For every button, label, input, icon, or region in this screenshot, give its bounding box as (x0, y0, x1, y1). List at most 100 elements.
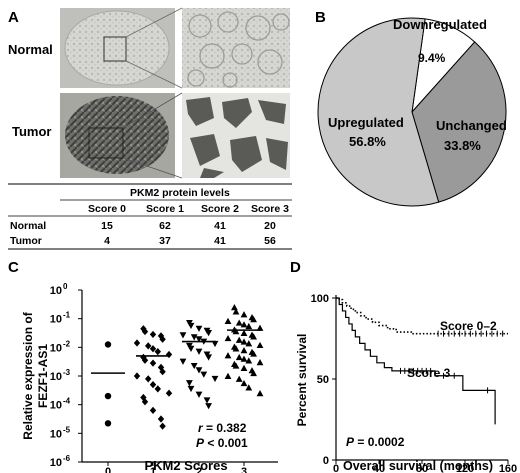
y-tick-exponent: 0 (63, 282, 68, 291)
data-point (195, 391, 203, 398)
y-tick-label: 50 (317, 374, 329, 386)
km-curve-score02 (336, 297, 508, 335)
tumor-zoom-connector-bottom (122, 157, 183, 179)
pie-value-upregulated: 56.8% (349, 134, 386, 149)
km-x-axis-title: Overall survival (months) (343, 459, 493, 473)
data-point (231, 304, 238, 311)
x-tick-label: 1 (150, 466, 156, 473)
data-point (232, 362, 240, 369)
tumor-tissue-fragments (186, 97, 288, 178)
data-point (240, 347, 248, 354)
data-point (104, 341, 112, 348)
km-curve-score3 (336, 297, 496, 425)
pie-chart (317, 17, 507, 207)
y-tick-exponent: -5 (63, 425, 71, 434)
x-tick-label: 80 (416, 463, 428, 473)
data-point (165, 389, 173, 397)
data-point (245, 357, 253, 364)
pie-label-downregulated: Downregulated (393, 17, 487, 32)
y-tick-exponent: -1 (63, 311, 71, 320)
y-tick-label: 10 (50, 457, 62, 469)
x-tick-label: 120 (456, 463, 474, 473)
data-point (141, 398, 149, 406)
y-tick-label: 10 (50, 400, 62, 412)
scatter-y-axis-title: Relative expression of FEZF1-AS1 (21, 311, 50, 439)
data-point (240, 329, 248, 336)
normal-zoom-connector-bottom (125, 60, 183, 89)
normal-zoom-connector-top (125, 7, 183, 38)
data-point (195, 336, 203, 343)
table-row-normal-label: Normal (10, 220, 46, 232)
table-caption: PKM2 protein levels (130, 187, 230, 199)
y-tick-label: 0 (323, 455, 329, 467)
data-point (240, 364, 248, 371)
panel-label-a: A (8, 9, 19, 26)
data-point (165, 350, 173, 359)
table-cell: 37 (159, 235, 171, 247)
panel-label-c: C (8, 259, 19, 276)
data-point (104, 392, 112, 400)
data-point (211, 375, 219, 383)
normal-tissue-core (64, 10, 170, 86)
data-point (159, 368, 166, 376)
panel-a: Normal Tumor (8, 7, 292, 250)
tumor-zoom-box (88, 127, 124, 159)
y-tick-exponent: -2 (63, 339, 71, 348)
table-cell: 20 (264, 220, 276, 232)
data-point (250, 316, 257, 323)
data-point (179, 332, 187, 339)
data-point (149, 381, 157, 389)
data-point (245, 384, 253, 391)
data-point (145, 375, 152, 383)
scatter-annotation-p: P < 0.001 (196, 436, 248, 450)
km-y-ticks: 0 50 100 (311, 293, 336, 467)
x-tick-label: 2 (196, 466, 202, 473)
data-point (205, 354, 212, 361)
data-point (232, 328, 240, 335)
data-point (187, 345, 195, 352)
tumor-zoom-connector-top (122, 92, 183, 129)
data-point (157, 363, 165, 371)
row-label-normal: Normal (8, 42, 53, 57)
y-tick-label: 10 (50, 285, 62, 297)
panel-label-d: D (290, 259, 301, 276)
scatter-x-axis-title: PKM2 Scores (144, 458, 227, 473)
y-tick-exponent: -6 (63, 454, 71, 463)
data-point (149, 406, 157, 414)
table-cell: 41 (214, 220, 226, 232)
data-point (179, 358, 187, 365)
y-tick-label: 10 (50, 371, 62, 383)
km-curves (336, 297, 508, 425)
data-point (195, 348, 203, 355)
km-p-symbol: P (346, 435, 355, 449)
km-y-axis-title: Percent survival (295, 334, 309, 427)
data-point (240, 311, 248, 318)
data-point (250, 350, 257, 357)
data-point (149, 345, 157, 353)
data-point (235, 336, 243, 343)
table-cell: 56 (264, 235, 276, 247)
km-annotation-p: P = 0.0002 (346, 435, 405, 449)
data-point (211, 340, 219, 348)
normal-gland-outlines (187, 11, 290, 88)
table-row-tumor-label: Tumor (10, 235, 42, 247)
tumor-tissue-core (65, 96, 169, 174)
y-tick-label: 10 (50, 314, 62, 326)
panel-label-b: B (315, 9, 326, 26)
data-point (159, 335, 166, 343)
data-point (154, 348, 161, 356)
scatter-y-axis-title-line2: FEZF1-AS1 (36, 344, 50, 408)
data-point (141, 327, 149, 336)
data-point (133, 339, 141, 347)
table-cell: 15 (101, 220, 113, 232)
data-point (159, 422, 166, 430)
table-col-score0: Score 0 (88, 203, 126, 215)
scatter-x-ticks: 0 1 2 3 (105, 462, 247, 473)
data-point (256, 359, 264, 366)
x-tick-label: 0 (105, 466, 111, 473)
r-symbol: r (198, 421, 204, 435)
data-point (232, 308, 240, 315)
data-point (256, 390, 264, 397)
table-cell: 41 (214, 235, 226, 247)
